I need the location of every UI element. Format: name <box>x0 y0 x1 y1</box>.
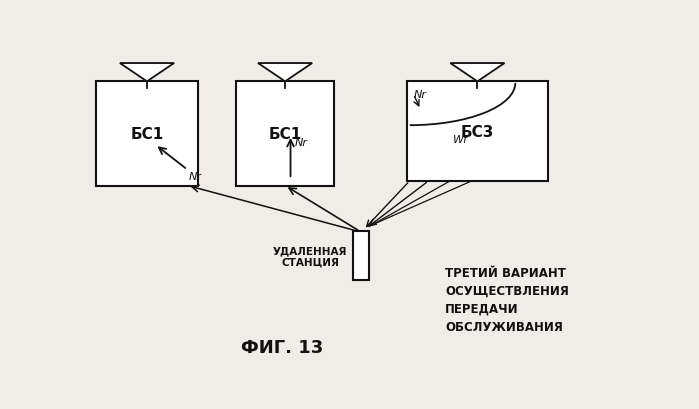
Text: БС1: БС1 <box>130 127 164 142</box>
Bar <box>236 82 334 186</box>
Text: Wf: Wf <box>453 135 468 145</box>
Text: ФИГ. 13: ФИГ. 13 <box>241 338 324 356</box>
Text: Nr: Nr <box>295 137 308 147</box>
Bar <box>96 82 199 186</box>
Polygon shape <box>450 64 505 82</box>
Text: УДАЛЕННАЯ
СТАНЦИЯ: УДАЛЕННАЯ СТАНЦИЯ <box>273 245 347 267</box>
Polygon shape <box>120 64 174 82</box>
Text: БС3: БС3 <box>461 124 494 139</box>
Polygon shape <box>258 64 312 82</box>
Text: БС1: БС1 <box>268 127 302 142</box>
Text: Nr: Nr <box>414 90 426 100</box>
Bar <box>407 82 548 181</box>
Text: Nr: Nr <box>189 172 202 182</box>
Text: ТРЕТИЙ ВАРИАНТ
ОСУЩЕСТВЛЕНИЯ
ПЕРЕДАЧИ
ОБСЛУЖИВАНИЯ: ТРЕТИЙ ВАРИАНТ ОСУЩЕСТВЛЕНИЯ ПЕРЕДАЧИ ОБ… <box>445 266 569 333</box>
Bar <box>353 232 369 281</box>
